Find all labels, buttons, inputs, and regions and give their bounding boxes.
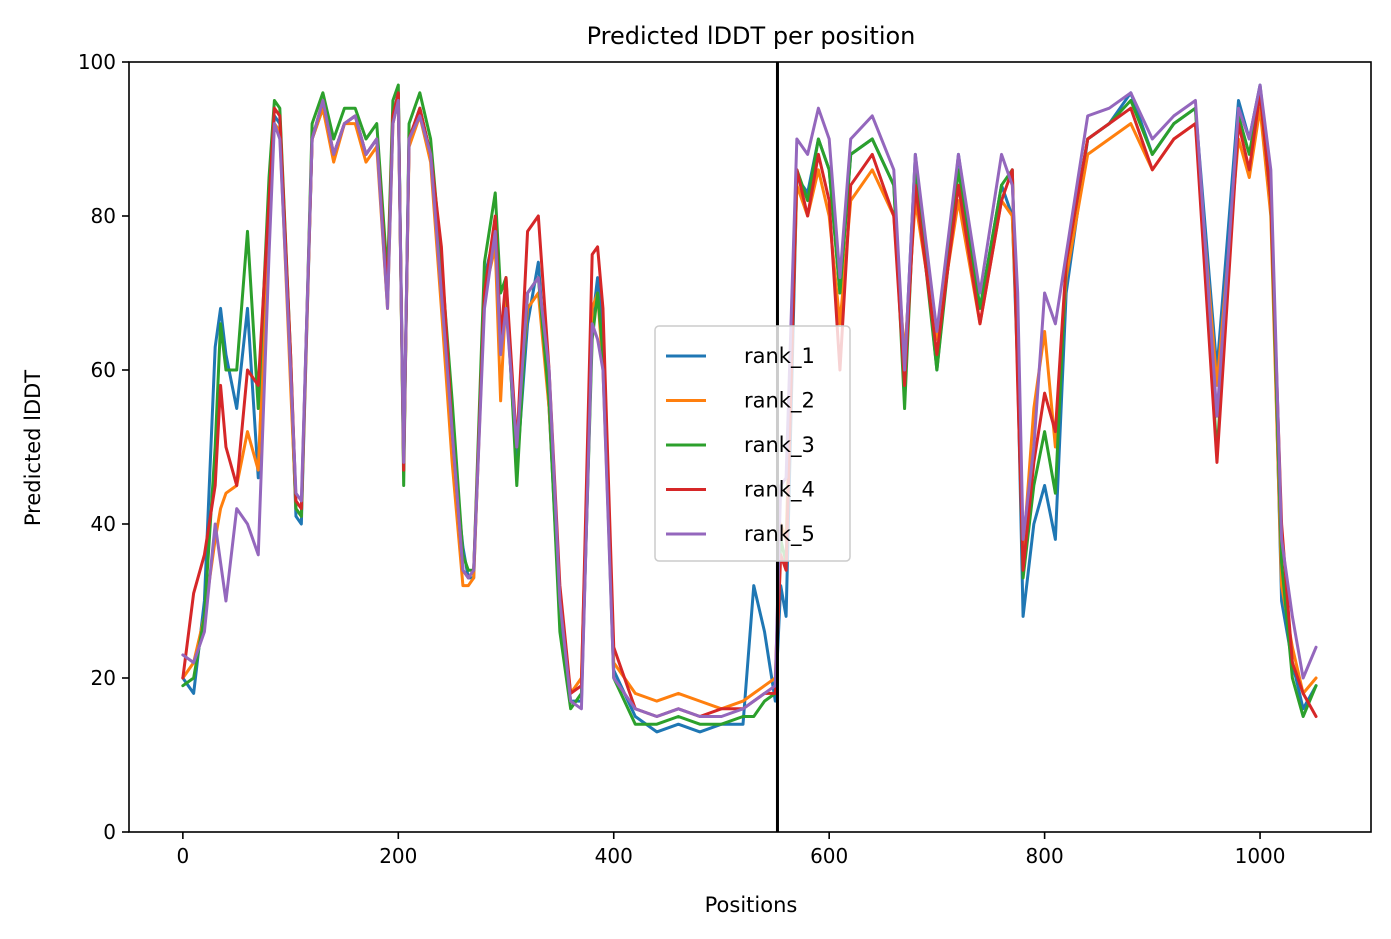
legend-label-rank_4: rank_4 — [744, 478, 815, 503]
y-axis-title: Predicted lDDT — [21, 370, 45, 526]
legend-label-rank_5: rank_5 — [744, 522, 815, 547]
y-tick-label: 40 — [91, 512, 116, 536]
x-tick-label: 1000 — [1235, 844, 1286, 868]
y-tick-label: 100 — [78, 50, 116, 74]
x-tick-label: 200 — [379, 844, 417, 868]
series-group — [181, 83, 1318, 734]
x-tick-label: 400 — [595, 844, 633, 868]
legend: rank_1 rank_2 rank_3 rank_4 rank_5 — [654, 325, 851, 562]
legend-label-rank_3: rank_3 — [744, 433, 815, 458]
legend-box — [654, 325, 851, 562]
legend-label-rank_1: rank_1 — [744, 344, 815, 369]
plot-area: 0 200 400 600 800 1000020406080100rank_1rank_… — [78, 50, 1372, 868]
legend-label-rank_2: rank_2 — [744, 389, 815, 414]
series-line-rank_5 — [181, 83, 1318, 718]
axes-frame — [128, 61, 1372, 833]
x-tick-label: 600 — [810, 844, 848, 868]
y-tick-label: 20 — [91, 666, 116, 690]
x-tick-label: 800 — [1026, 844, 1064, 868]
y-tick-label: 60 — [91, 358, 116, 382]
y-tick-label: 0 — [103, 820, 116, 844]
y-tick-label: 80 — [91, 204, 116, 228]
chart-title: Predicted lDDT per position — [587, 22, 916, 50]
x-axis-title: Positions — [705, 893, 798, 917]
x-tick-label: 0 — [176, 844, 189, 868]
